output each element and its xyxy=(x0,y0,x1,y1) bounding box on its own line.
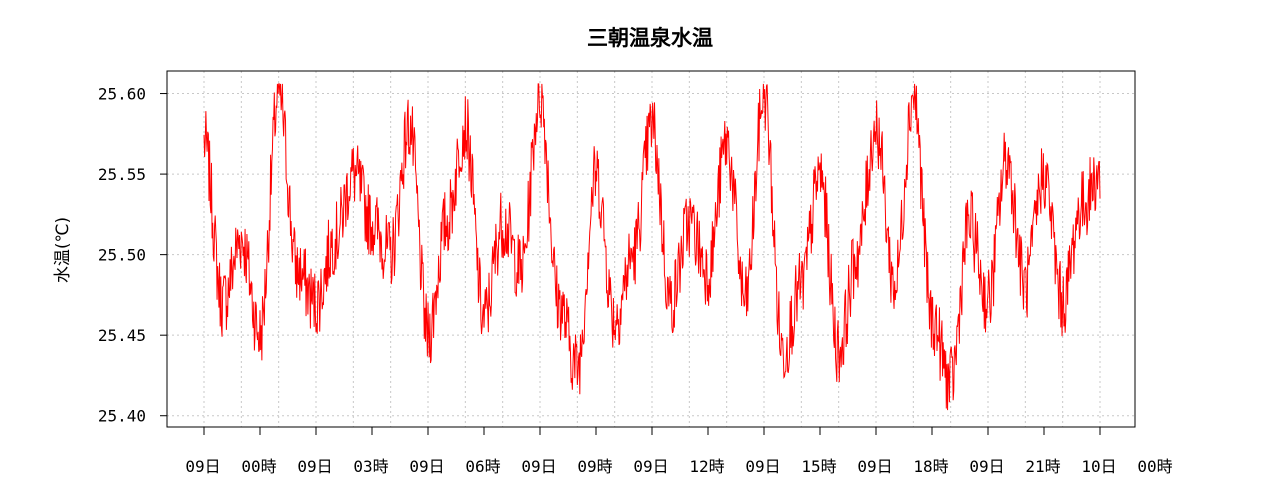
x-tick-label-hour: 09時 xyxy=(577,457,612,476)
x-tick-label-day: 10日 xyxy=(1081,457,1116,476)
x-tick-label-hour: 18時 xyxy=(913,457,948,476)
series-line xyxy=(203,83,1101,411)
plot-frame xyxy=(166,70,1136,428)
x-tick-label-hour: 06時 xyxy=(465,457,500,476)
x-tick-label-day: 09日 xyxy=(633,457,668,476)
chart-title: 三朝温泉水温 xyxy=(587,26,713,50)
x-tick-label-hour: 03時 xyxy=(353,457,388,476)
y-tick-label: 25.55 xyxy=(98,165,146,184)
x-tick-label-hour: 21時 xyxy=(1025,457,1060,476)
x-tick-label-day: 09日 xyxy=(521,457,556,476)
x-tick-label-day: 09日 xyxy=(745,457,780,476)
series-layer xyxy=(203,83,1101,411)
y-axis: 25.40 25.45 25.50 25.55 25.60 xyxy=(98,85,167,426)
y-tick-label: 25.50 xyxy=(98,246,146,265)
x-tick-label-hour: 00時 xyxy=(1137,457,1172,476)
y-tick-label: 25.40 xyxy=(98,407,146,426)
y-tick-label: 25.45 xyxy=(98,326,146,345)
x-tick-label-day: 09日 xyxy=(969,457,1004,476)
x-tick-label-day: 09日 xyxy=(857,457,892,476)
grid-lines xyxy=(167,71,1135,427)
x-tick-label-day: 09日 xyxy=(297,457,332,476)
y-axis-label: 水温(℃) xyxy=(53,217,73,283)
x-tick-label-day: 09日 xyxy=(409,457,444,476)
x-axis: 09日 00時 09日 03時 09日 06時 09日 09時 09日 12時 09日 15時 09日 1… xyxy=(185,427,1173,476)
x-tick-label-hour: 12時 xyxy=(689,457,724,476)
x-tick-label-hour: 15時 xyxy=(801,457,836,476)
x-tick-label-day: 09日 xyxy=(185,457,220,476)
x-tick-label-hour: 00時 xyxy=(241,457,276,476)
y-tick-label: 25.60 xyxy=(98,85,146,104)
